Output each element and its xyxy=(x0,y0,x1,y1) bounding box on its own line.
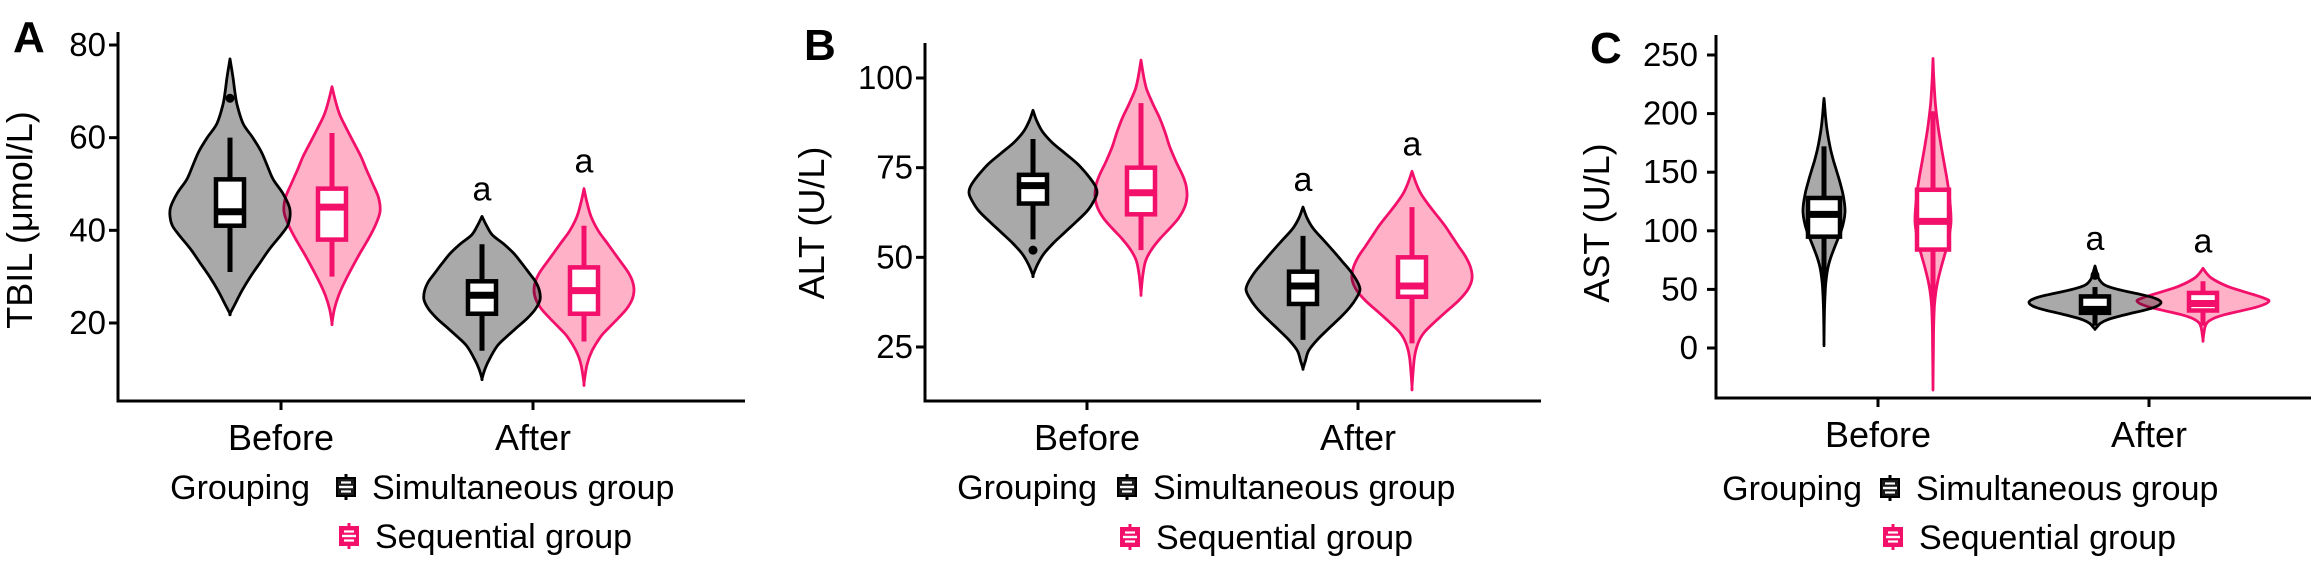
panel-b-alt: 25 50 75 100 Before After ALT (U/L) Ba a Grouping… xyxy=(791,21,1541,557)
panel-letter: B xyxy=(804,21,836,70)
x-category-label: Before xyxy=(1825,414,1931,455)
y-tick-label: 40 xyxy=(69,211,106,248)
y-tick-label: 200 xyxy=(1643,95,1698,132)
panel-a-tbil: 20 40 60 80 Before After TBIL (μmol/L) Aa a Group… xyxy=(0,13,745,556)
significance-label: a xyxy=(2086,220,2105,258)
legend-title: Grouping xyxy=(170,469,310,507)
y-tick-label: 80 xyxy=(69,26,106,63)
significance-label: a xyxy=(1403,125,1422,163)
legend-label-simultaneous: Simultaneous group xyxy=(372,469,674,507)
legend-label-simultaneous: Simultaneous group xyxy=(1916,470,2218,508)
boxplot-before-simultaneous xyxy=(1805,146,1843,291)
legend-label-simultaneous: Simultaneous group xyxy=(1153,469,1455,507)
legend-glyph-simultaneous-icon xyxy=(336,474,356,500)
legend-glyph-sequential-icon xyxy=(1120,524,1140,550)
boxplot-after-simultaneous xyxy=(465,244,499,351)
legend-glyph-sequential-icon xyxy=(339,523,359,549)
y-tick-label: 0 xyxy=(1680,329,1698,366)
boxplot-after-simultaneous xyxy=(1286,235,1320,340)
x-category-label: Before xyxy=(1034,417,1140,458)
y-tick-label: 50 xyxy=(1661,270,1698,307)
outlier-point xyxy=(2090,270,2100,280)
y-axis-title: TBIL (μmol/L) xyxy=(0,111,40,328)
y-tick-label: 75 xyxy=(876,149,913,186)
boxplot-after-sequential xyxy=(1395,207,1429,344)
panel-letter: A xyxy=(13,13,45,62)
y-tick-label: 20 xyxy=(69,304,106,341)
significance-label: a xyxy=(1294,161,1313,199)
boxplot-after-simultaneous xyxy=(2078,270,2112,326)
boxplot-after-sequential xyxy=(567,225,601,342)
significance-label: a xyxy=(575,143,594,181)
legend-label-sequential: Sequential group xyxy=(1919,519,2176,557)
outlier-point xyxy=(225,93,235,103)
panel-c-ast: 0 50 100 150 200 250 Before After AST (U/L) Ca a Gr… xyxy=(1576,24,2311,557)
boxplot-before-simultaneous xyxy=(1016,138,1050,255)
boxplot-before-sequential xyxy=(1124,103,1158,251)
legend-label-sequential: Sequential group xyxy=(375,518,632,556)
y-tick-label: 25 xyxy=(876,328,913,365)
y-tick-label: 60 xyxy=(69,119,106,156)
legend-glyph-simultaneous-icon xyxy=(1117,474,1137,500)
y-tick-label: 100 xyxy=(858,59,913,96)
y-tick-label: 250 xyxy=(1643,36,1698,73)
y-tick-label: 50 xyxy=(876,238,913,275)
boxplot-before-simultaneous xyxy=(213,93,247,273)
y-axis-title: AST (U/L) xyxy=(1576,143,1617,302)
y-tick-label: 150 xyxy=(1643,153,1698,190)
legend-title: Grouping xyxy=(957,469,1097,507)
x-category-label: Before xyxy=(228,417,334,458)
outlier-point xyxy=(1028,245,1038,255)
boxplot-after-sequential xyxy=(2186,281,2220,326)
legend-label-sequential: Sequential group xyxy=(1156,519,1413,557)
panel-letter: C xyxy=(1590,24,1622,73)
legend-glyph-simultaneous-icon xyxy=(1880,475,1900,501)
legend-title: Grouping xyxy=(1722,470,1862,508)
y-tick-label: 100 xyxy=(1643,212,1698,249)
x-category-label: After xyxy=(1320,417,1396,458)
boxplot-before-sequential xyxy=(315,133,349,277)
legend-glyph-sequential-icon xyxy=(1883,524,1903,550)
boxplot-before-sequential xyxy=(1914,111,1952,306)
significance-label: a xyxy=(2194,222,2213,260)
y-axis-title: ALT (U/L) xyxy=(791,147,832,300)
significance-label: a xyxy=(473,170,492,208)
x-category-label: After xyxy=(495,417,571,458)
x-category-label: After xyxy=(2111,414,2187,455)
